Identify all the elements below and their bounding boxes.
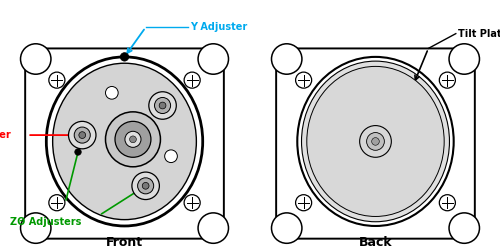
Text: Tilt Plate: Tilt Plate <box>458 29 500 39</box>
Circle shape <box>154 98 170 114</box>
Circle shape <box>132 172 160 200</box>
Circle shape <box>149 92 176 119</box>
Circle shape <box>272 44 302 74</box>
Circle shape <box>198 44 228 74</box>
Ellipse shape <box>52 63 197 220</box>
Circle shape <box>115 121 151 157</box>
Circle shape <box>440 195 456 211</box>
Circle shape <box>360 126 392 157</box>
Circle shape <box>49 195 65 211</box>
Circle shape <box>130 136 136 143</box>
FancyBboxPatch shape <box>25 48 224 239</box>
Circle shape <box>74 127 90 143</box>
Text: Back: Back <box>358 236 392 250</box>
Circle shape <box>120 53 128 61</box>
Circle shape <box>142 182 149 189</box>
Circle shape <box>106 112 160 167</box>
Circle shape <box>296 72 312 88</box>
Circle shape <box>164 150 177 162</box>
Circle shape <box>20 213 51 243</box>
Circle shape <box>184 195 200 211</box>
Circle shape <box>372 138 380 145</box>
Circle shape <box>449 213 480 243</box>
Ellipse shape <box>302 61 450 222</box>
Circle shape <box>296 195 312 211</box>
Circle shape <box>138 178 154 194</box>
Circle shape <box>106 86 118 99</box>
Text: ZΘ Adjusters: ZΘ Adjusters <box>10 217 82 227</box>
Circle shape <box>184 72 200 88</box>
Ellipse shape <box>307 66 444 216</box>
Circle shape <box>79 132 86 138</box>
Circle shape <box>125 131 141 147</box>
Circle shape <box>49 72 65 88</box>
FancyBboxPatch shape <box>276 48 475 239</box>
Circle shape <box>159 102 166 109</box>
Circle shape <box>74 148 82 156</box>
Circle shape <box>272 213 302 243</box>
Circle shape <box>20 44 51 74</box>
Text: Y Adjuster: Y Adjuster <box>190 22 248 32</box>
Circle shape <box>68 121 96 149</box>
Circle shape <box>440 72 456 88</box>
Text: Front: Front <box>106 236 143 250</box>
Circle shape <box>449 44 480 74</box>
Circle shape <box>198 213 228 243</box>
Text: X Adjuster: X Adjuster <box>0 130 10 140</box>
Circle shape <box>366 132 384 150</box>
